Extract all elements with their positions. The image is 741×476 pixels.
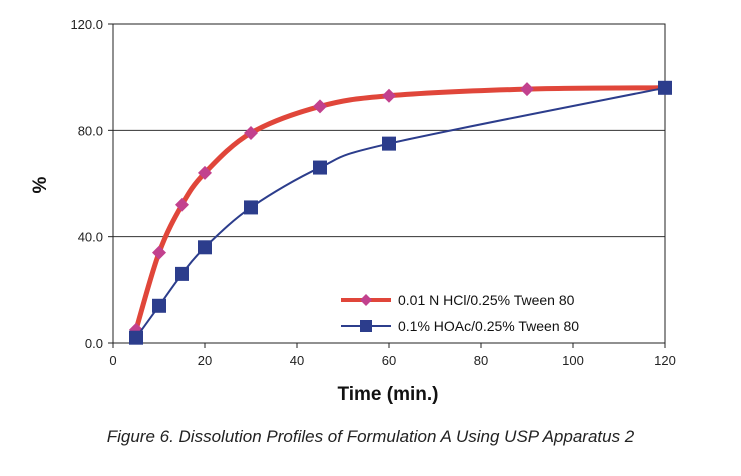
x-tick-label: 0 [109,353,116,368]
y-tick-label: 120.0 [70,17,103,32]
x-tick-label: 100 [562,353,584,368]
dissolution-chart: 0.0 40.0 80.0 120.0 0 20 40 60 80 100 120 Time (m… [30,17,676,405]
x-tick-label: 80 [474,353,488,368]
x-tick-label: 40 [290,353,304,368]
legend-marker-square-icon [360,320,372,332]
x-axis-title: Time (min.) [338,384,439,405]
data-point-series-1-10 [152,245,166,260]
data-point-series-1-60 [382,88,396,103]
data-point-series-2-30 [244,200,258,215]
y-tick-label: 80.0 [78,123,103,138]
y-axis-ticks: 0.0 40.0 80.0 120.0 [70,17,113,351]
data-point-series-1-45 [313,99,327,114]
legend-label-series-2: 0.1% HOAc/0.25% Tween 80 [398,318,579,334]
x-axis-ticks: 0 20 40 60 80 100 120 [109,343,676,368]
x-tick-label: 120 [654,353,676,368]
y-tick-label: 0.0 [85,336,103,351]
legend-marker-diamond-icon [360,294,372,306]
legend-background [333,287,655,337]
legend: 0.01 N HCl/0.25% Tween 80 0.1% HOAc/0.25… [333,287,655,337]
x-tick-label: 20 [198,353,212,368]
data-point-series-1-20 [198,165,212,180]
data-point-series-1-30 [244,125,258,140]
legend-label-series-1: 0.01 N HCl/0.25% Tween 80 [398,292,575,308]
grid-lines [113,129,665,238]
data-point-series-1-15 [175,197,189,212]
y-tick-label: 40.0 [78,230,103,245]
y-axis-title: % [30,176,51,193]
data-point-series-2-5 [129,330,143,345]
data-point-series-1-90 [520,82,534,97]
figure-caption: Figure 6. Dissolution Profiles of Formul… [106,427,635,446]
data-point-series-2-120 [658,80,672,95]
data-point-series-2-45 [313,160,327,175]
series-layer [129,80,672,345]
data-point-series-2-60 [382,136,396,151]
data-point-series-2-20 [198,240,212,255]
data-point-series-2-15 [175,266,189,281]
data-point-series-2-10 [152,298,166,313]
x-tick-label: 60 [382,353,396,368]
